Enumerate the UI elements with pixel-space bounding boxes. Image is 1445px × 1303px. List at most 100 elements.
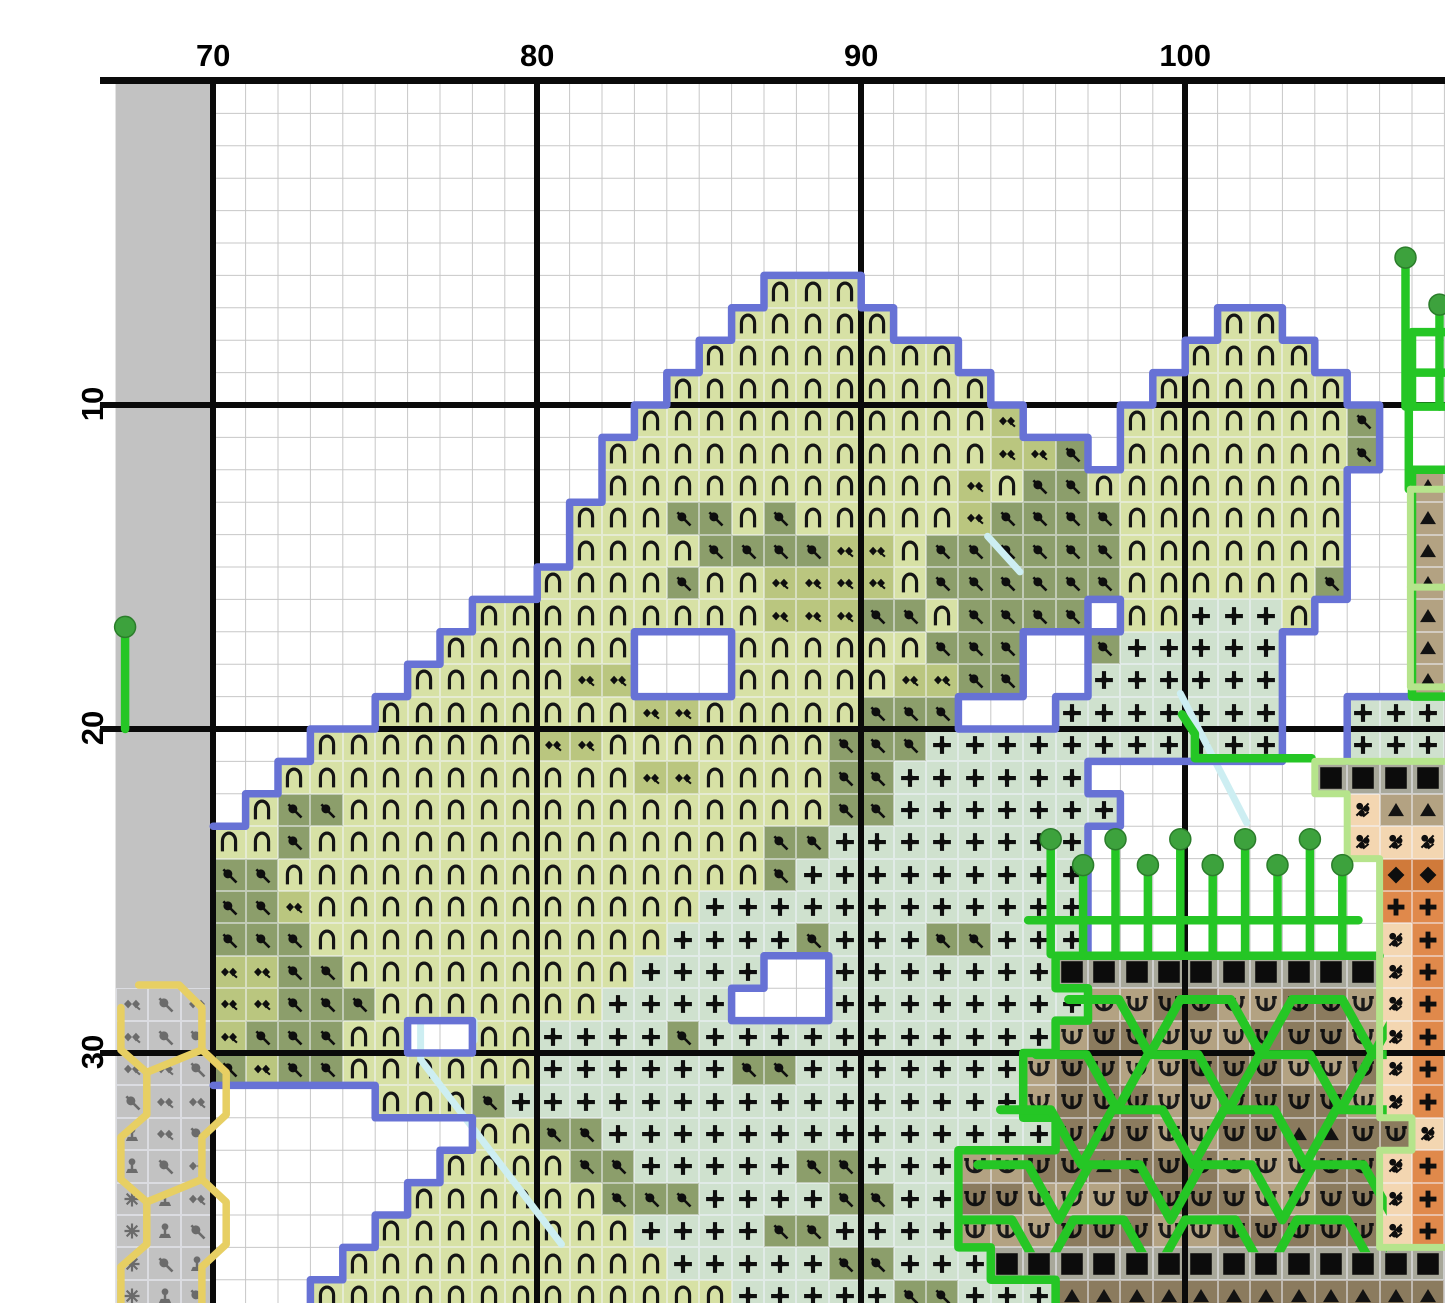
arch-symbol-icon	[1160, 540, 1178, 561]
mint-cross-stitch	[958, 729, 991, 762]
mint-cross-stitch	[1152, 631, 1186, 665]
arch-symbol-icon	[674, 831, 692, 852]
arch-symbol-icon	[1322, 475, 1340, 496]
light-green-arch-stitch	[440, 858, 473, 891]
arch-symbol-icon	[934, 443, 951, 463]
arch-symbol-icon	[869, 669, 886, 690]
light-green-arch-stitch	[375, 923, 408, 956]
sage-blob-stitch	[699, 502, 732, 535]
arch-symbol-icon	[610, 734, 627, 755]
light-green-arch-stitch	[699, 826, 732, 859]
light-green-arch-stitch	[440, 761, 473, 794]
blob-symbol-icon	[1032, 544, 1048, 560]
arch-symbol-icon	[610, 961, 627, 982]
sage-blob-stitch	[1023, 599, 1056, 632]
cluster-symbol-icon	[1388, 835, 1403, 850]
light-green-arch-stitch	[1314, 437, 1348, 470]
light-green-arch-stitch	[1217, 307, 1250, 341]
arch-symbol-icon	[772, 799, 789, 820]
light-green-arch-stitch	[1217, 340, 1250, 373]
blob-symbol-icon	[222, 900, 238, 916]
light-green-arch-stitch	[666, 891, 700, 924]
arch-symbol-icon	[512, 896, 530, 917]
light-green-arch-stitch	[537, 793, 570, 827]
light-green-arch-stitch	[1282, 599, 1315, 632]
arch-symbol-icon	[318, 864, 335, 885]
sage-blob-stitch	[893, 729, 926, 762]
arch-symbol-icon	[545, 799, 562, 820]
arch-symbol-icon	[934, 605, 951, 625]
olive-double-diamond-stitch	[796, 599, 829, 632]
arch-symbol-icon	[545, 605, 562, 625]
light-green-arch-stitch	[440, 955, 473, 989]
arch-symbol-icon	[836, 313, 854, 334]
light-green-arch-stitch	[1250, 437, 1283, 470]
gray-margin	[116, 81, 149, 114]
arch-symbol-icon	[383, 831, 400, 852]
plus-symbol-icon	[1160, 639, 1178, 657]
arch-symbol-icon	[1160, 507, 1178, 528]
light-green-arch-stitch	[440, 696, 473, 729]
plus-symbol-icon	[706, 963, 725, 981]
arch-symbol-icon	[415, 831, 432, 852]
blob-symbol-icon	[1065, 447, 1081, 463]
arch-symbol-icon	[674, 896, 692, 917]
light-green-arch-stitch	[666, 793, 700, 827]
tan-triangle-stitch	[1412, 631, 1445, 665]
mint-cross-stitch	[1088, 729, 1121, 762]
dd-symbol-icon	[804, 578, 822, 590]
mint-cross-stitch	[990, 761, 1024, 794]
arch-symbol-icon	[415, 669, 432, 690]
plus-symbol-icon	[674, 963, 692, 981]
plus-symbol-icon	[1062, 703, 1081, 722]
sage-blob-stitch	[861, 729, 894, 762]
light-green-arch-stitch	[602, 826, 635, 859]
light-green-arch-stitch	[342, 826, 376, 859]
dd-symbol-icon	[772, 611, 789, 622]
light-green-arch-stitch	[1185, 469, 1218, 503]
blob-symbol-icon	[320, 997, 336, 1013]
plus-symbol-icon	[900, 865, 919, 884]
gray-margin	[180, 761, 214, 794]
peach-cluster-stitch	[1347, 826, 1380, 859]
french-knot-icon	[1394, 246, 1417, 269]
plus-symbol-icon	[1062, 833, 1081, 852]
mint-cross-stitch	[1023, 761, 1056, 794]
sage-blob-stitch	[796, 826, 829, 859]
arch-symbol-icon	[739, 410, 756, 431]
mint-cross-stitch	[1055, 696, 1088, 729]
arch-symbol-icon	[901, 378, 918, 399]
light-green-arch-stitch	[504, 858, 538, 891]
plus-symbol-icon	[1257, 606, 1276, 625]
arch-symbol-icon	[836, 345, 854, 366]
plus-symbol-icon	[1192, 703, 1211, 722]
light-green-arch-stitch	[1152, 567, 1186, 600]
light-green-arch-stitch	[1282, 567, 1315, 600]
light-green-arch-stitch	[699, 696, 732, 729]
sage-blob-stitch	[796, 534, 829, 567]
dd-symbol-icon	[901, 676, 919, 687]
plus-symbol-icon	[1192, 671, 1211, 690]
arch-symbol-icon	[1225, 572, 1242, 593]
sage-blob-stitch	[278, 826, 311, 859]
arch-symbol-icon	[836, 702, 854, 723]
arch-symbol-icon	[512, 605, 530, 625]
light-green-arch-stitch	[796, 664, 829, 697]
light-green-arch-stitch	[407, 923, 440, 956]
gray-margin	[180, 955, 214, 989]
light-green-arch-stitch	[537, 858, 570, 891]
plus-symbol-icon	[900, 768, 919, 787]
olive-double-diamond-stitch	[828, 534, 862, 567]
orange-cross-stitch	[1412, 891, 1445, 924]
plus-symbol-icon	[1030, 898, 1049, 917]
arch-symbol-icon	[674, 605, 692, 625]
arch-symbol-icon	[383, 767, 400, 787]
light-green-arch-stitch	[926, 340, 959, 373]
plus-symbol-icon	[965, 898, 984, 917]
light-green-arch-stitch	[796, 502, 829, 535]
light-green-arch-stitch	[796, 275, 829, 308]
sage-blob-stitch	[958, 599, 991, 632]
arch-symbol-icon	[869, 378, 886, 399]
sage-blob-stitch	[310, 955, 343, 989]
